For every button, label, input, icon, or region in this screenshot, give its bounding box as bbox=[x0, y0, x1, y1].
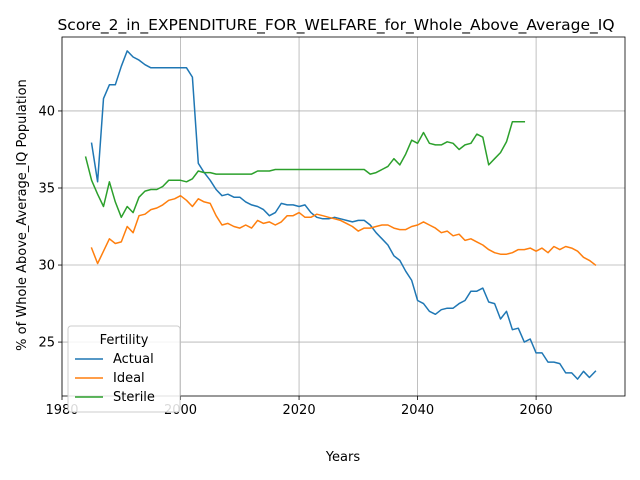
series-line-sterile bbox=[84, 120, 526, 219]
x-tick-label: 2060 bbox=[520, 403, 553, 418]
x-tick-label: 2040 bbox=[401, 403, 434, 418]
y-axis-label: % of Whole Above_Average_IQ Population bbox=[15, 79, 30, 351]
legend: Fertility Actual Ideal Sterile bbox=[67, 325, 181, 413]
y-tick-label: 25 bbox=[38, 336, 55, 351]
chart-title: Score_2_in_EXPENDITURE_FOR_WELFARE_for_W… bbox=[57, 16, 614, 35]
legend-label-ideal: Ideal bbox=[113, 371, 145, 386]
plot-frame bbox=[61, 36, 626, 397]
x-axis-label: Years bbox=[325, 450, 361, 465]
legend-box bbox=[67, 325, 181, 413]
series-line-ideal bbox=[90, 194, 597, 267]
series-lines bbox=[84, 50, 597, 380]
legend-items: Actual Ideal Sterile bbox=[75, 352, 155, 405]
legend-title: Fertility bbox=[100, 333, 149, 348]
y-tick-label: 35 bbox=[38, 181, 55, 196]
series-line-actual bbox=[90, 50, 597, 380]
y-tick-label: 40 bbox=[38, 104, 55, 119]
legend-label-actual: Actual bbox=[113, 352, 154, 367]
y-axis-ticks: 25 30 35 40 bbox=[38, 104, 62, 351]
y-tick-label: 30 bbox=[38, 259, 55, 274]
legend-label-sterile: Sterile bbox=[113, 390, 155, 405]
x-tick-label: 2020 bbox=[283, 403, 316, 418]
